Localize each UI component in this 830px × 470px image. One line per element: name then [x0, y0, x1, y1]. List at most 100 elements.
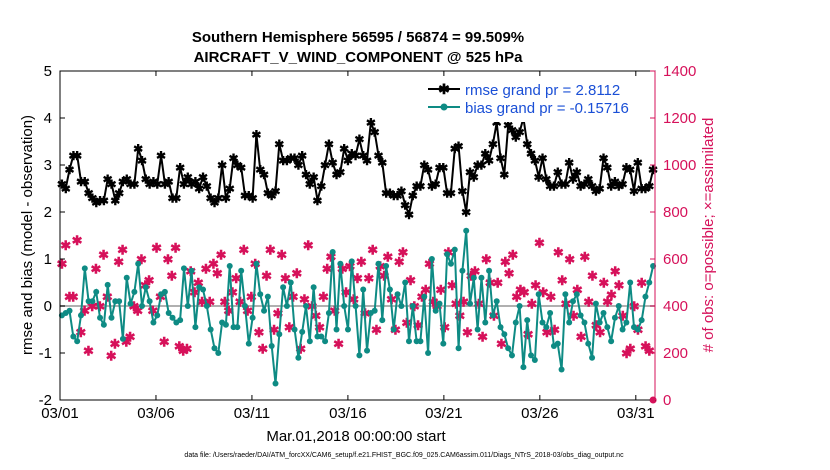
rmse-point: ✱: [91, 196, 101, 210]
obs-assimilated-point: ✱: [56, 257, 67, 272]
rmse-point: ✱: [187, 177, 197, 191]
rmse-point: ✱: [396, 184, 406, 198]
rmse-point: ✱: [454, 140, 464, 154]
rmse-point: ✱: [629, 184, 639, 198]
rmse-point: ✱: [553, 166, 563, 180]
bias-point: [569, 298, 576, 305]
obs-assimilated-point: ✱: [466, 268, 477, 283]
bias-point: [623, 319, 630, 326]
bias-point: [100, 321, 107, 328]
obs-assimilated-point: ✱: [511, 290, 522, 305]
obs-assimilated-point: ✱: [413, 318, 424, 333]
y2-tick-label: 1200: [663, 110, 696, 127]
rmse-point: ✱: [95, 194, 105, 208]
rmse-point: ✱: [236, 161, 246, 175]
bias-point: [287, 279, 294, 286]
rmse-point: ✱: [476, 159, 486, 173]
rmse-point: ✱: [84, 187, 94, 201]
rmse-point: ✱: [179, 177, 189, 191]
bias-point: [634, 326, 641, 333]
bias-point: [642, 293, 649, 300]
obs-assimilated-point: ✱: [193, 276, 204, 291]
rmse-point: ✱: [484, 154, 494, 168]
bias-point: [505, 345, 512, 352]
rmse-point: ✱: [503, 119, 513, 133]
obs-assimilated-point: ✱: [132, 304, 143, 319]
obs-assimilated-point: ✱: [200, 261, 211, 276]
bias-point: [375, 260, 382, 267]
bias-point: [566, 319, 573, 326]
rmse-point: ✱: [267, 189, 277, 203]
obs-assimilated-point: ✱: [428, 294, 439, 309]
rmse-point: ✱: [583, 173, 593, 187]
bias-point: [512, 319, 519, 326]
rmse-point: ✱: [499, 168, 509, 182]
obs-assimilated-point: ✱: [629, 299, 640, 314]
x-tick-label: 03/26: [521, 405, 559, 422]
bias-point: [241, 303, 248, 309]
rmse-point: ✱: [183, 170, 193, 184]
rmse-point: ✱: [221, 191, 231, 205]
bias-point: [180, 265, 187, 272]
bias-point: [425, 350, 432, 356]
obs-assimilated-point: ✱: [363, 271, 374, 286]
bias-point: [344, 326, 351, 333]
bias-point: [440, 340, 447, 347]
bias-point: [303, 303, 310, 309]
bias-point: [474, 326, 481, 333]
rmse-point: ✱: [290, 151, 300, 165]
rmse-point: ✱: [106, 177, 116, 191]
obs-assimilated-point: ✱: [617, 308, 628, 323]
bias-point: [463, 227, 470, 234]
rmse-point: ✱: [473, 159, 483, 173]
rmse-point: ✱: [614, 180, 624, 194]
bias-point: [333, 326, 340, 333]
rmse-line: [61, 117, 655, 218]
obs-assimilated-point: ✱: [462, 325, 473, 340]
obs-assimilated-point: ✱: [614, 278, 625, 293]
y2-tick-label: 1000: [663, 157, 696, 174]
rmse-point: ✱: [209, 196, 219, 210]
obs-assimilated-point: ✱: [291, 266, 302, 281]
obs-assimilated-point: ✱: [163, 252, 174, 267]
obs-assimilated-point: ✱: [174, 339, 185, 354]
bias-point: [478, 274, 485, 281]
obs-assimilated-point: ✱: [68, 290, 79, 305]
bias-point: [139, 303, 146, 309]
rmse-point: ✱: [522, 137, 532, 151]
rmse-point: ✱: [354, 133, 364, 147]
bias-point: [539, 319, 546, 326]
obs-assimilated-point: ✱: [333, 337, 344, 352]
rmse-point: ✱: [507, 123, 517, 137]
bias-point: [447, 260, 454, 267]
rmse-point: ✱: [377, 156, 387, 170]
obs-assimilated-point: ✱: [144, 273, 155, 288]
bias-point: [329, 248, 336, 255]
rmse-point: ✱: [270, 184, 280, 198]
chart-title: Southern Hemisphere 56595 / 56874 = 99.5…: [192, 29, 524, 46]
x-tick-label: 03/11: [234, 405, 270, 422]
rmse-point: ✱: [431, 177, 441, 191]
obs-assimilated-point: ✱: [636, 276, 647, 291]
bias-point: [177, 317, 184, 324]
obs-assimilated-point: ✱: [147, 304, 158, 319]
legend-rmse-label: rmse grand pr = 2.8112: [465, 82, 620, 99]
rmse-point: ✱: [427, 180, 437, 194]
rmse-point: ✱: [373, 149, 383, 163]
bias-point: [192, 324, 199, 331]
rmse-point: ✱: [587, 180, 597, 194]
obs-assimilated-point: ✱: [477, 330, 488, 345]
rmse-point: ✱: [61, 182, 71, 196]
rmse-point: ✱: [515, 126, 525, 140]
bias-point: [383, 263, 390, 270]
bias-point: [608, 338, 615, 345]
bias-point: [249, 314, 256, 321]
obs-assimilated-point: ✱: [322, 261, 333, 276]
bias-point: [184, 303, 191, 309]
x-axis: 03/01 03/06 03/11 03/16 03/21 03/26 03/31: [41, 71, 655, 422]
obs-assimilated-point: ✱: [276, 247, 287, 262]
bias-point: [379, 317, 386, 324]
bias-point: [322, 338, 329, 345]
rmse-point: ✱: [408, 189, 418, 203]
rmse-point: ✱: [339, 142, 349, 156]
